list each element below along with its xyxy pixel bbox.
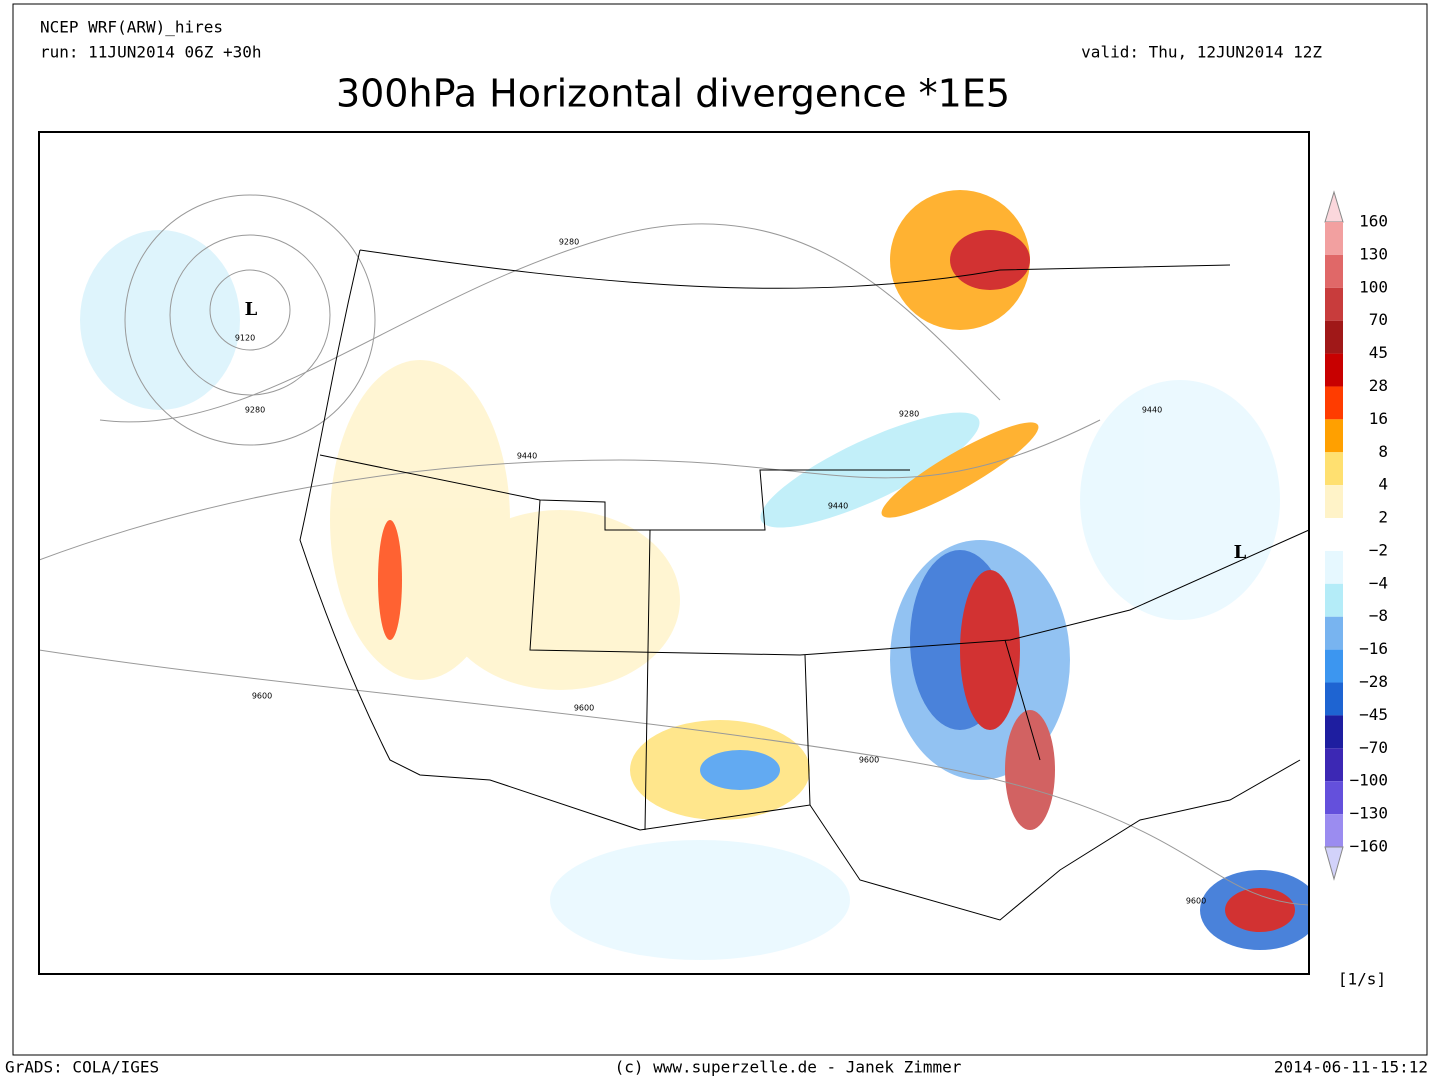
borders [299,249,1310,921]
contour-label: 9120 [235,334,255,343]
colorbar-swatch [1325,616,1343,650]
contour-label: 9280 [559,238,579,247]
colorbar-label: 130 [1359,244,1388,263]
colorbar-swatch [1325,386,1343,420]
colorbar-label: −8 [1369,606,1388,625]
low-marker: L [245,299,258,320]
colorbar-swatch [1325,583,1343,617]
map-frame [38,131,1310,975]
contour-label: 9600 [859,756,879,765]
colorbar-label: −2 [1369,540,1388,559]
colorbar-swatch [1325,419,1343,453]
colorbar-swatch [1325,485,1343,519]
colorbar-swatch [1325,649,1343,683]
colorbar-swatch [1325,254,1343,288]
model: NCEP WRF(ARW)_hires [40,18,223,37]
colorbar-label: −4 [1369,573,1388,592]
footer-left: GrADS: COLA/IGES [5,1058,159,1077]
contour-label: 9280 [245,406,265,415]
colorbar-label: 4 [1378,475,1388,494]
colorbar-swatch [1325,715,1343,749]
colorbar-label: −70 [1359,738,1388,757]
colorbar-label: 16 [1369,409,1388,428]
colorbar-swatch [1325,814,1343,847]
contour-label: 9440 [1142,406,1162,415]
colorbar-label: 2 [1378,508,1388,527]
footer-right: 2014-06-11-15:12 [1274,1058,1428,1077]
contour-label: 9440 [517,452,537,461]
colorbar-swatch [1325,518,1343,551]
map: L L 9280 9120 9280 9440 9280 9440 9440 9600 9600 96… [38,131,1310,975]
colorbar-swatch [1325,353,1343,387]
colorbar-label: 8 [1378,442,1388,461]
colorbar-swatch [1325,452,1343,486]
contour-label: 9600 [252,692,272,701]
height-contours [39,194,1309,906]
colorbar-label: −28 [1359,672,1388,691]
colorbar-label: 28 [1369,376,1388,395]
colorbar-label: −45 [1359,705,1388,724]
colorbar: 160 130 100 70 45 28 16 8 4 2 −2 −4 −8 −16 −28 −45 −70 −1… [1324,190,1388,881]
colorbar-swatch [1325,781,1343,815]
colorbar-label: −16 [1359,639,1388,658]
run: run: 11JUN2014 06Z +30h [40,43,262,62]
colorbar-swatch [1325,550,1343,584]
colorbar-swatch [1325,748,1343,782]
colorbar-swatch [1325,287,1343,321]
colorbar-label: 100 [1359,277,1388,296]
contour-label: 9600 [574,704,594,713]
contour-label: 9280 [899,410,919,419]
low-marker: L [1234,542,1247,563]
valid: valid: Thu, 12JUN2014 12Z [1081,43,1322,62]
colorbar-swatch [1325,682,1343,716]
colorbar-label: 45 [1369,343,1388,362]
colorbar-swatch [1325,320,1343,354]
title: 300hPa Horizontal divergence *1E5 [336,72,1010,116]
colorbar-label: 70 [1369,310,1388,329]
colorbar-label: −100 [1349,771,1388,790]
footer-center: (c) www.superzelle.de - Janek Zimmer [615,1058,962,1077]
map-labels: L L 9280 9120 9280 9440 9280 9440 9440 9600 9600 96… [235,238,1247,906]
colorbar-swatch [1325,222,1343,255]
contour-label: 9440 [828,502,848,511]
contour-label: 9600 [1186,897,1206,906]
colorbar-arrow [1324,846,1344,881]
colorbar-label: −130 [1349,804,1388,823]
colorbar-label: 160 [1359,212,1388,231]
colorbar-unit: [1/s] [1338,970,1386,989]
colorbar-label: −160 [1349,837,1388,856]
